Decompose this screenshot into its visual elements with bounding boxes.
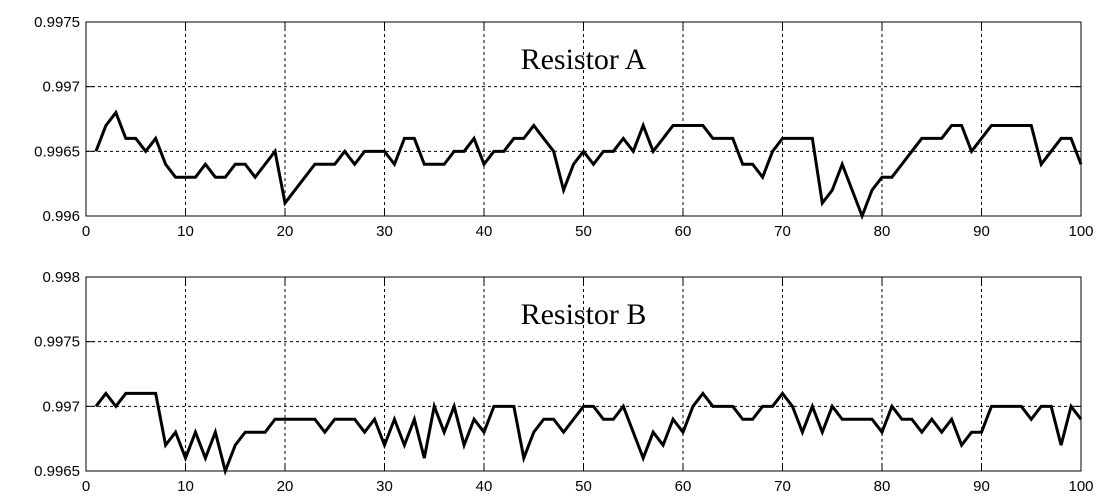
panel-resistor-b: 0 10 20 30 40 50 60 70 80 90 100 0.9965 0.997 0.9975 0… (34, 269, 1093, 495)
x-tick-label: 20 (277, 223, 294, 240)
x-tick-label: 20 (277, 478, 294, 493)
y-tick-label: 0.997 (42, 398, 80, 415)
x-tick-label: 10 (177, 223, 194, 240)
axes-box (85, 276, 1082, 472)
y-tick-label: 0.998 (42, 269, 80, 286)
y-tick-label: 0.9975 (34, 14, 80, 31)
x-tick-label: 50 (575, 478, 592, 493)
x-tick-label: 0 (82, 478, 90, 493)
y-tick-label: 0.997 (42, 79, 80, 96)
x-tick-label: 40 (476, 478, 493, 493)
x-tick-label: 70 (774, 223, 791, 240)
x-tick-label: 100 (1068, 223, 1093, 240)
x-tick-label: 80 (874, 478, 891, 493)
series-line (94, 390, 1083, 476)
x-tick-label: 80 (874, 223, 891, 240)
axes-box (85, 21, 1082, 217)
x-tick-label: 50 (575, 223, 592, 240)
x-tick-label: 60 (675, 223, 692, 240)
chart-title: Resistor B (521, 298, 647, 331)
y-tick-label: 0.9965 (34, 143, 80, 160)
x-tick-label: 90 (973, 223, 990, 240)
chart-title: Resistor A (521, 43, 647, 76)
y-tick-label: 0.9975 (34, 334, 80, 351)
x-tick-label: 60 (675, 478, 692, 493)
series-line (94, 109, 1083, 221)
x-tick-label: 0 (82, 223, 90, 240)
x-tick-label: 10 (177, 478, 194, 493)
panel-resistor-a: 0 10 20 30 40 50 60 70 80 90 100 0.996 0.9965 0.997 0.… (34, 14, 1093, 240)
y-tick-label: 0.9965 (34, 463, 80, 480)
x-tick-label: 70 (774, 478, 791, 493)
x-tick-label: 30 (376, 478, 393, 493)
y-tick-label: 0.996 (42, 208, 80, 225)
x-tick-label: 90 (973, 478, 990, 493)
x-tick-label: 40 (476, 223, 493, 240)
x-tick-label: 30 (376, 223, 393, 240)
x-tick-label: 100 (1068, 478, 1093, 493)
